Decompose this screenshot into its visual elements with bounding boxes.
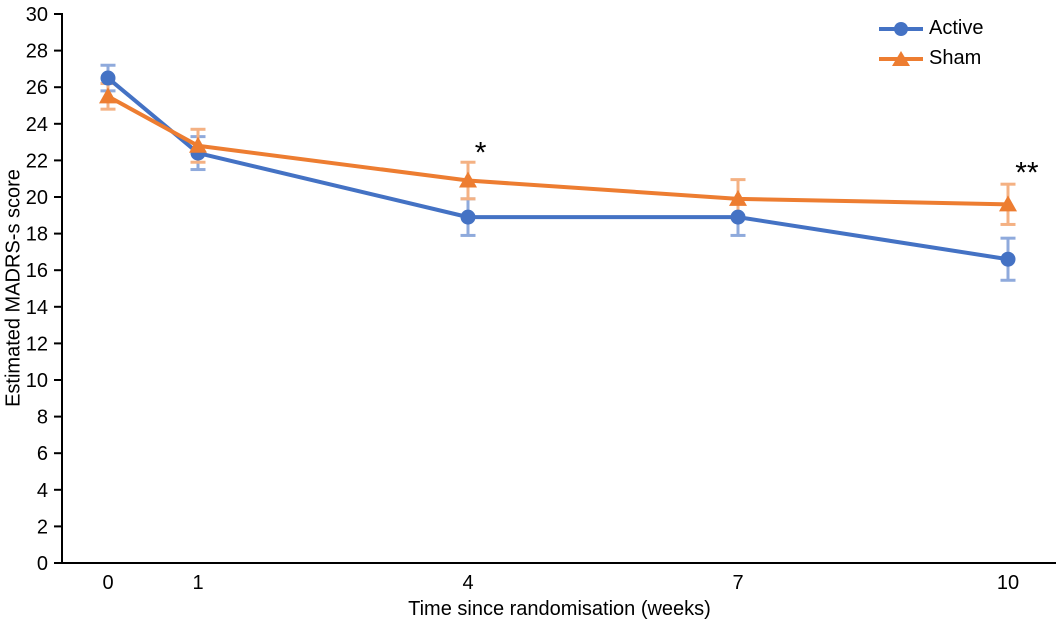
x-tick-label: 10 (997, 572, 1019, 594)
significance-annotation: ** (1015, 157, 1039, 190)
sham-triangle-marker-icon (729, 189, 747, 206)
y-tick-label: 14 (26, 297, 48, 319)
active-circle-marker-icon (1000, 251, 1016, 267)
active-series-swatch (879, 21, 923, 36)
y-tick-label: 2 (37, 516, 48, 538)
active-circle-marker-icon (894, 21, 908, 36)
series-sham-line (106, 94, 1010, 207)
y-tick-label: 4 (37, 480, 48, 502)
y-tick-label: 16 (26, 260, 48, 282)
sham-triangle-marker-icon (99, 87, 117, 104)
y-tick-label: 24 (26, 114, 48, 136)
y-tick-label: 30 (26, 4, 48, 26)
y-tick-label: 22 (26, 150, 48, 172)
legend-label-sham: Sham (929, 47, 982, 69)
x-tick-label: 0 (102, 572, 113, 594)
x-axis-title: Time since randomisation (weeks) (408, 598, 711, 620)
legend: Active Sham (878, 16, 983, 71)
y-axis-title: Estimated MADRS-s score (2, 169, 25, 407)
legend-item-sham: Sham (878, 46, 983, 71)
legend-label-active: Active (929, 17, 984, 39)
significance-annotation: * (475, 137, 487, 170)
y-tick-label: 6 (37, 443, 48, 465)
active-circle-marker-icon (730, 209, 746, 225)
y-tick-label: 0 (37, 553, 48, 575)
y-tick-label: 20 (26, 187, 48, 209)
y-tick-label: 8 (37, 407, 48, 429)
y-tick-label: 26 (26, 77, 48, 99)
x-tick-label: 4 (462, 572, 473, 594)
sham-triangle-marker-icon (189, 136, 207, 153)
sham-series-swatch (879, 50, 923, 66)
active-circle-marker-icon (460, 209, 476, 225)
y-tick-label: 10 (26, 370, 48, 392)
y-tick-label: 18 (26, 224, 48, 246)
series-active-line (106, 76, 1010, 262)
legend-item-active: Active (878, 16, 983, 41)
sham-triangle-marker-icon (999, 195, 1017, 212)
active-circle-marker-icon (100, 70, 116, 86)
y-tick-label: 28 (26, 41, 48, 63)
x-tick-label: 7 (732, 572, 743, 594)
sham-triangle-marker-icon (459, 171, 477, 188)
y-tick-label: 12 (26, 333, 48, 355)
x-tick-label: 1 (192, 572, 203, 594)
sham-triangle-marker-icon (892, 50, 910, 66)
